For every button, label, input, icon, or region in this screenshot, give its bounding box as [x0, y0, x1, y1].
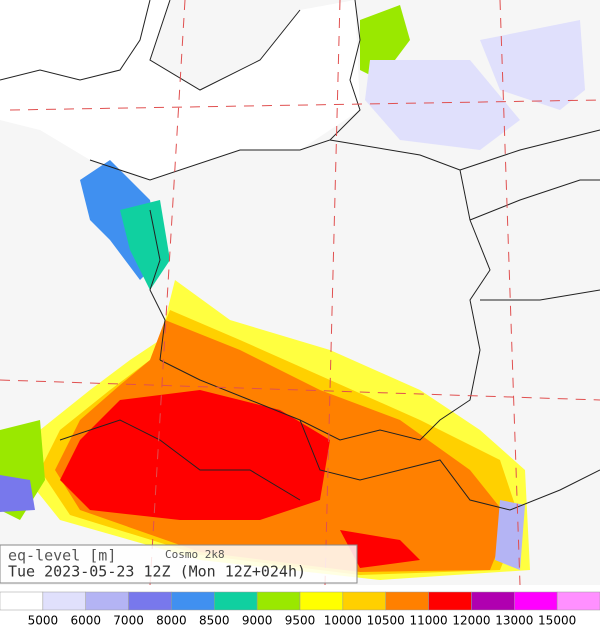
- colorbar-label: 8500: [199, 614, 230, 628]
- colorbar-label: 10500: [367, 614, 405, 628]
- borders: [0, 0, 600, 511]
- variable-label: eq-level [m]: [8, 547, 116, 565]
- info-box: [0, 544, 358, 584]
- colorbar-label: 15000: [538, 614, 576, 628]
- valid-time: Tue 2023-05-23 12Z (Mon 12Z+024h): [8, 563, 306, 581]
- colorbar-label: 11000: [409, 614, 447, 628]
- colorbar-label: 8000: [156, 614, 187, 628]
- model-label: Cosmo 2k8: [165, 548, 225, 561]
- color-swatch: [256, 591, 301, 611]
- color-swatch: [342, 591, 386, 611]
- colorbar-label: 5000: [28, 614, 59, 628]
- colorbar-label: 9000: [242, 614, 273, 628]
- colorbar: 5000 6000 7000 8000 8500 9000 9500 10000 10500 11…: [0, 591, 600, 628]
- color-swatch: [128, 591, 172, 611]
- color-swatch: [42, 591, 86, 611]
- graticule: [0, 0, 600, 586]
- color-swatch: [85, 591, 129, 611]
- color-swatch: [0, 591, 44, 611]
- colorbar-label: 10000: [324, 614, 362, 628]
- color-swatch: [214, 591, 258, 611]
- field: [0, 5, 585, 580]
- color-swatch: [471, 591, 515, 611]
- color-swatch: [428, 591, 472, 611]
- color-swatch: [514, 591, 558, 611]
- color-swatch: [299, 591, 344, 611]
- color-swatch: [556, 591, 600, 611]
- colorbar-label: 6000: [70, 614, 101, 628]
- color-swatch: [385, 591, 429, 611]
- colorbar-label: 12000: [452, 614, 490, 628]
- color-swatch: [171, 591, 215, 611]
- colorbar-label: 9500: [285, 614, 316, 628]
- colorbar-label: 7000: [113, 614, 144, 628]
- colorbar-label: 13000: [495, 614, 533, 628]
